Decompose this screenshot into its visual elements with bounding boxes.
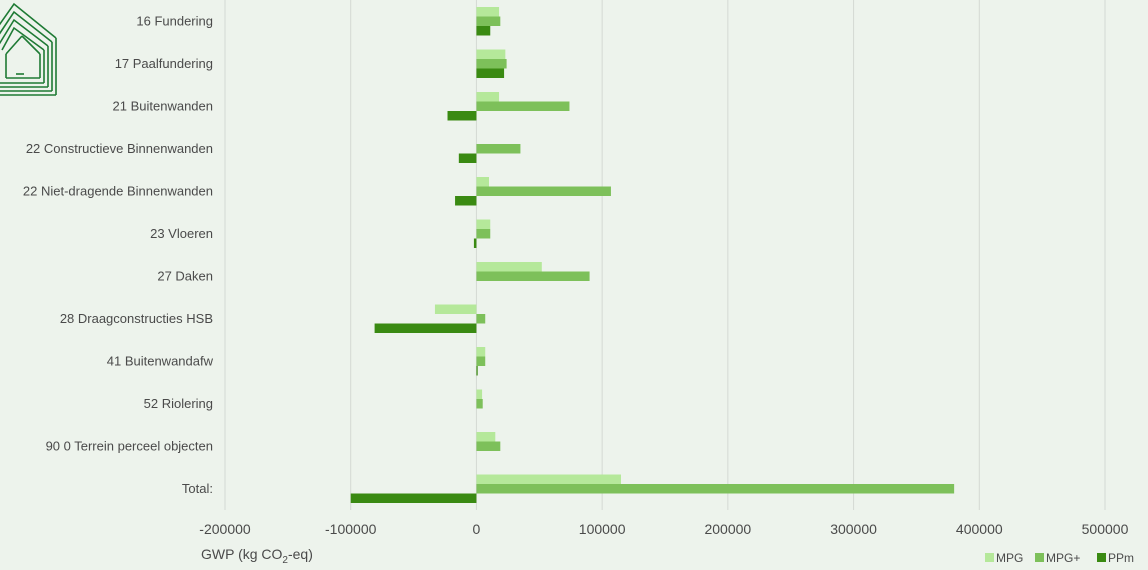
bar-mpg [476, 432, 496, 442]
legend-label: MPG+ [1046, 551, 1080, 565]
category-label: 21 Buitenwanden [113, 98, 213, 113]
grid [224, 0, 1106, 510]
bar-ppm [350, 493, 477, 503]
bar-mpg [476, 7, 500, 17]
bar-ppm [476, 26, 491, 36]
bar-mpg [476, 474, 621, 484]
x-tick-label: 0 [473, 521, 481, 537]
legend-label: PPm [1108, 551, 1134, 565]
category-label: 52 Riolering [144, 396, 213, 411]
x-tick-label: -200000 [199, 521, 251, 537]
bar-mpg-plus [476, 314, 486, 324]
bar-mpg-plus [476, 399, 483, 409]
category-label: 16 Fundering [136, 13, 213, 28]
bar-mpg [476, 262, 542, 272]
legend-swatch [985, 553, 994, 562]
legend-label: MPG [996, 551, 1023, 565]
bar-mpg-plus [476, 101, 570, 111]
bar-mpg [434, 304, 477, 314]
x-tick-label: 500000 [1082, 521, 1129, 537]
bar-ppm [476, 68, 505, 78]
bar-mpg [476, 177, 489, 187]
bars [350, 7, 955, 503]
bar-mpg-plus [476, 229, 491, 239]
x-tick-label: 100000 [579, 521, 626, 537]
bar-mpg [476, 389, 483, 399]
category-label: 23 Vloeren [150, 226, 213, 241]
legend-swatch [1035, 553, 1044, 562]
category-label: 90 0 Terrein perceel objecten [46, 438, 213, 453]
bar-mpg-plus [476, 186, 611, 196]
category-label: 27 Daken [157, 268, 213, 283]
bar-mpg [476, 347, 486, 357]
bar-mpg [476, 49, 506, 59]
bar-ppm [455, 196, 477, 206]
category-labels: 16 Fundering 17 Paalfundering 21 Buitenwan… [23, 13, 214, 496]
bar-mpg-plus [476, 441, 501, 451]
x-tick-label: 400000 [956, 521, 1003, 537]
bar-mpg-plus [476, 144, 521, 154]
x-axis-title-suffix: -eq) [288, 546, 313, 562]
bar-mpg-plus [476, 59, 507, 69]
x-axis-title-sub: 2 [282, 555, 288, 566]
legend: MPG MPG+ PPm [985, 551, 1134, 565]
bar-ppm [473, 238, 477, 248]
x-tick-label: -100000 [325, 521, 377, 537]
x-axis-title: GWP (kg CO2-eq) [201, 546, 313, 566]
x-axis-title-main: GWP (kg CO [201, 546, 283, 562]
category-label: Total: [182, 481, 213, 496]
bar-mpg [476, 92, 500, 102]
bar-ppm [458, 153, 477, 163]
x-tick-label: 300000 [830, 521, 877, 537]
x-tick-label: 200000 [704, 521, 751, 537]
category-label: 17 Paalfundering [115, 56, 213, 71]
bar-mpg-plus [476, 271, 590, 281]
bar-mpg [476, 219, 491, 229]
bar-ppm [447, 111, 477, 121]
category-label: 41 Buitenwandafw [107, 353, 214, 368]
category-label: 28 Draagconstructies HSB [60, 311, 213, 326]
bar-ppm [374, 323, 477, 333]
bar-mpg-plus [476, 16, 501, 26]
category-label: 22 Constructieve Binnenwanden [26, 141, 213, 156]
legend-swatch [1097, 553, 1106, 562]
logo [0, 2, 57, 96]
house-logo-icon [0, 2, 57, 96]
bar-ppm [476, 366, 478, 376]
bar-mpg-plus [476, 484, 955, 494]
category-label: 22 Niet-dragende Binnenwanden [23, 183, 213, 198]
bar-mpg-plus [476, 356, 486, 366]
x-tick-labels: -200000 -100000 0 100000 200000 300000 400000 5… [199, 521, 1128, 537]
